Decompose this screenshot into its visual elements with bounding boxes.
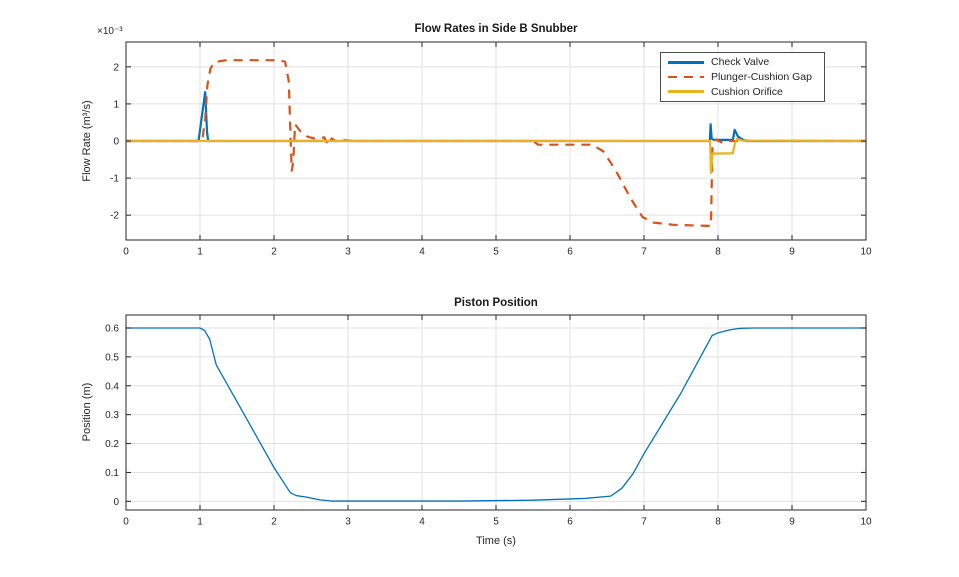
piston-y-axis-label: Position (m) — [81, 382, 93, 442]
legend-label: Plunger-Cushion Gap — [711, 71, 812, 83]
legend: Check Valve Plunger-Cushion Gap Cushion … — [660, 52, 825, 102]
y-tick-label: 0.5 — [105, 352, 119, 363]
x-tick-label: 10 — [860, 516, 872, 527]
x-tick-label: 2 — [271, 246, 277, 257]
x-tick-label: 0 — [123, 516, 129, 527]
y-tick-label: 0.3 — [105, 410, 119, 421]
y-axis-exponent-label: ×10⁻³ — [97, 26, 123, 37]
series-cushion-orifice — [126, 137, 867, 174]
y-tick-label: 0 — [113, 137, 119, 148]
x-tick-label: 5 — [493, 246, 499, 257]
x-tick-label: 4 — [419, 516, 425, 527]
x-tick-label: 7 — [641, 516, 647, 527]
flow-y-axis-label: Flow Rate (m³/s) — [81, 100, 93, 182]
y-tick-label: 0.6 — [105, 324, 119, 335]
x-tick-label: 9 — [789, 246, 795, 257]
legend-label: Cushion Orifice — [711, 85, 783, 98]
x-tick-label: 3 — [345, 516, 351, 527]
x-tick-label: 9 — [789, 516, 795, 527]
x-tick-label: 7 — [641, 246, 647, 257]
x-tick-label: 3 — [345, 246, 351, 257]
series-piston-position — [126, 327, 866, 502]
dashed-line-icon — [665, 75, 707, 79]
piston-plot-title: Piston Position — [454, 297, 538, 309]
x-tick-label: 5 — [493, 516, 499, 527]
series-plunger-cushion-gap — [126, 59, 866, 228]
y-tick-label: -2 — [110, 211, 119, 222]
legend-item-check-valve: Check Valve — [665, 55, 820, 70]
x-tick-label: 8 — [715, 516, 721, 527]
y-tick-label: 1 — [113, 99, 119, 110]
x-tick-label: 6 — [567, 516, 573, 527]
time-x-axis-label: Time (s) — [476, 535, 516, 547]
x-tick-label: 6 — [567, 246, 573, 257]
flow-plot-title: Flow Rates in Side B Snubber — [414, 23, 578, 35]
x-tick-label: 10 — [860, 246, 872, 257]
legend-label: Check Valve — [711, 56, 770, 69]
legend-item-cushion-orifice: Cushion Orifice — [665, 84, 820, 99]
x-tick-label: 4 — [419, 246, 425, 257]
y-tick-label: 0.4 — [105, 381, 119, 392]
legend-item-plunger-cushion-gap: Plunger-Cushion Gap — [665, 70, 820, 85]
check-valve-line-icon — [665, 61, 707, 64]
x-tick-label: 1 — [197, 246, 203, 257]
y-tick-label: 0.2 — [105, 439, 119, 450]
x-tick-label: 0 — [123, 246, 129, 257]
y-tick-label: -1 — [110, 174, 119, 185]
y-tick-label: 0 — [113, 497, 119, 508]
x-tick-label: 8 — [715, 246, 721, 257]
cushion-orifice-line-icon — [665, 90, 707, 93]
y-tick-label: 0.1 — [105, 468, 119, 479]
x-tick-label: 2 — [271, 516, 277, 527]
y-tick-label: 2 — [113, 62, 119, 73]
x-tick-label: 1 — [197, 516, 203, 527]
